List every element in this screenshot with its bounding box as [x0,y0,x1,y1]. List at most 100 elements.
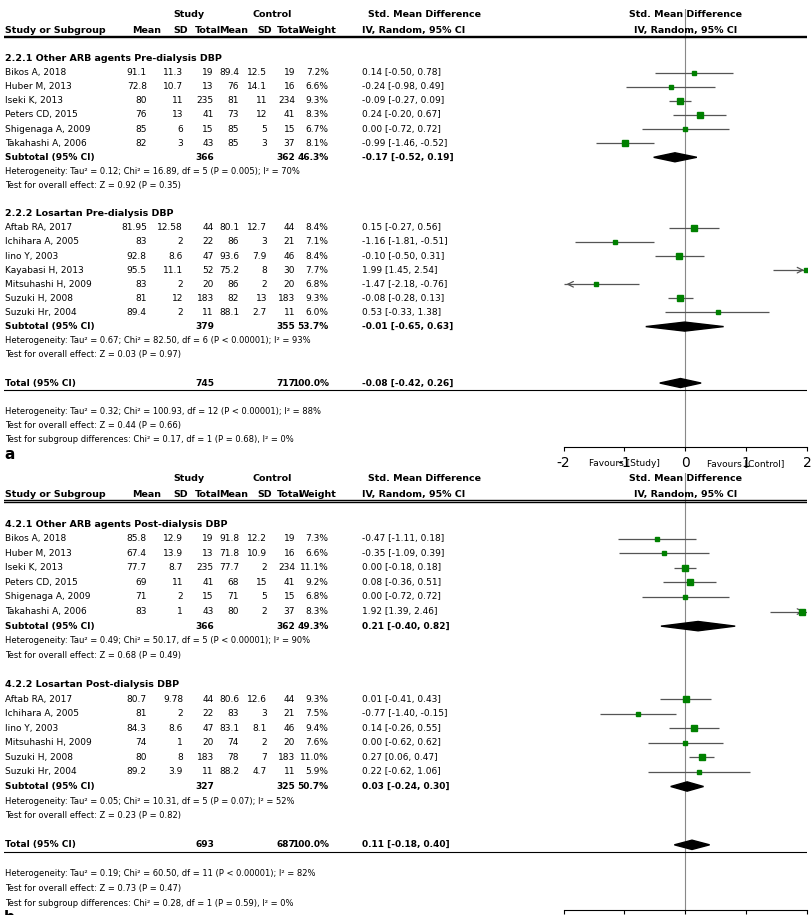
Text: 1: 1 [178,607,183,616]
Text: Suzuki Hr, 2004: Suzuki Hr, 2004 [5,308,76,317]
Text: 41: 41 [284,578,295,587]
Text: 3: 3 [261,139,267,147]
Text: -0.01 [-0.65, 0.63]: -0.01 [-0.65, 0.63] [363,322,453,331]
Text: 183: 183 [278,294,295,303]
Text: 0.08 [-0.36, 0.51]: 0.08 [-0.36, 0.51] [363,578,441,587]
Text: Mean: Mean [132,490,161,500]
Text: 46.3%: 46.3% [298,153,328,162]
Text: -0.09 [-0.27, 0.09]: -0.09 [-0.27, 0.09] [363,96,444,105]
Text: 3: 3 [261,238,267,246]
Text: 19: 19 [203,68,214,77]
Text: 11.3: 11.3 [163,68,183,77]
Text: Total (95% CI): Total (95% CI) [5,379,75,388]
Text: Total: Total [277,26,303,35]
Text: Huber M, 2013: Huber M, 2013 [5,82,71,92]
Text: -0.10 [-0.50, 0.31]: -0.10 [-0.50, 0.31] [363,252,444,261]
Text: 362: 362 [277,621,295,630]
Text: Test for overall effect: Z = 0.23 (P = 0.82): Test for overall effect: Z = 0.23 (P = 0… [5,812,181,820]
Text: 183: 183 [196,753,214,762]
Text: 83.1: 83.1 [219,724,239,733]
Text: Mitsuhashi H, 2009: Mitsuhashi H, 2009 [5,738,92,748]
Text: 16: 16 [284,82,295,92]
Text: Takahashi A, 2006: Takahashi A, 2006 [5,139,86,147]
Text: Std. Mean Difference: Std. Mean Difference [368,474,481,482]
Text: Mitsuhashi H, 2009: Mitsuhashi H, 2009 [5,280,92,289]
Text: 4.2.2 Losartan Post-dialysis DBP: 4.2.2 Losartan Post-dialysis DBP [5,680,178,689]
Text: 81: 81 [135,294,147,303]
Text: 16: 16 [284,549,295,558]
Text: 41: 41 [203,578,214,587]
Text: 46: 46 [284,252,295,261]
Text: Study: Study [174,9,204,18]
Text: 85: 85 [228,139,239,147]
Text: Test for overall effect: Z = 0.03 (P = 0.97): Test for overall effect: Z = 0.03 (P = 0… [5,350,181,360]
Text: 7.9: 7.9 [253,252,267,261]
Text: 89.4: 89.4 [219,68,239,77]
Text: Total: Total [277,490,303,500]
Text: Ichihara A, 2005: Ichihara A, 2005 [5,238,79,246]
Text: -0.99 [-1.46, -0.52]: -0.99 [-1.46, -0.52] [363,139,448,147]
Text: 80: 80 [135,753,147,762]
Text: 7.7%: 7.7% [306,265,328,274]
Text: 11: 11 [203,768,214,777]
Text: 82: 82 [135,139,147,147]
Polygon shape [661,621,736,630]
Text: 12: 12 [172,294,183,303]
Text: Mean: Mean [219,26,248,35]
Text: 11: 11 [172,578,183,587]
Text: Iseki K, 2013: Iseki K, 2013 [5,96,62,105]
Text: 10.9: 10.9 [247,549,267,558]
Text: 13: 13 [203,82,214,92]
Text: SD: SD [257,26,272,35]
Text: 44: 44 [284,694,295,704]
Text: 4.2.1 Other ARB agents Post-dialysis DBP: 4.2.1 Other ARB agents Post-dialysis DBP [5,520,227,529]
Text: 81: 81 [135,709,147,718]
Text: 15: 15 [203,593,214,601]
Text: Weight: Weight [298,26,337,35]
Text: 43: 43 [203,139,214,147]
Text: 11: 11 [172,96,183,105]
Text: Iino Y, 2003: Iino Y, 2003 [5,724,58,733]
Text: 2: 2 [178,280,183,289]
Text: IV, Random, 95% CI: IV, Random, 95% CI [633,26,737,35]
Text: 67.4: 67.4 [127,549,147,558]
Text: 91.8: 91.8 [219,534,239,544]
Polygon shape [675,840,710,849]
Text: 100.0%: 100.0% [292,840,328,849]
Text: Test for subgroup differences: Chi² = 0.28, df = 1 (P = 0.59), I² = 0%: Test for subgroup differences: Chi² = 0.… [5,899,293,908]
Text: 21: 21 [284,238,295,246]
Text: 21: 21 [284,709,295,718]
Text: Takahashi A, 2006: Takahashi A, 2006 [5,607,86,616]
Text: SD: SD [257,490,272,500]
Polygon shape [654,153,697,162]
Text: 0.01 [-0.41, 0.43]: 0.01 [-0.41, 0.43] [363,694,441,704]
Text: 235: 235 [197,96,214,105]
Text: Bikos A, 2018: Bikos A, 2018 [5,68,66,77]
Text: 0.21 [-0.40, 0.82]: 0.21 [-0.40, 0.82] [363,621,450,630]
Text: 8.6: 8.6 [169,724,183,733]
Text: 11: 11 [255,96,267,105]
Text: 9.3%: 9.3% [306,294,328,303]
Text: 74: 74 [228,738,239,748]
Text: 84.3: 84.3 [127,724,147,733]
Text: Subtotal (95% CI): Subtotal (95% CI) [5,153,94,162]
Text: 81: 81 [228,96,239,105]
Text: 13.9: 13.9 [163,549,183,558]
Text: 0.15 [-0.27, 0.56]: 0.15 [-0.27, 0.56] [363,223,441,232]
Polygon shape [646,322,723,331]
Text: 7.3%: 7.3% [306,534,328,544]
Text: 6.8%: 6.8% [306,593,328,601]
Text: 0.14 [-0.26, 0.55]: 0.14 [-0.26, 0.55] [363,724,441,733]
Text: Study: Study [174,474,204,482]
Text: 6.0%: 6.0% [306,308,328,317]
Text: 8.4%: 8.4% [306,223,328,232]
Text: 7.5%: 7.5% [306,709,328,718]
Text: 8.6: 8.6 [169,252,183,261]
Text: 52: 52 [203,265,214,274]
Text: 14.1: 14.1 [247,82,267,92]
Text: Shigenaga A, 2009: Shigenaga A, 2009 [5,593,90,601]
Text: 85.8: 85.8 [127,534,147,544]
Text: 15: 15 [284,593,295,601]
Text: 11.1: 11.1 [163,265,183,274]
Text: 234: 234 [278,564,295,572]
